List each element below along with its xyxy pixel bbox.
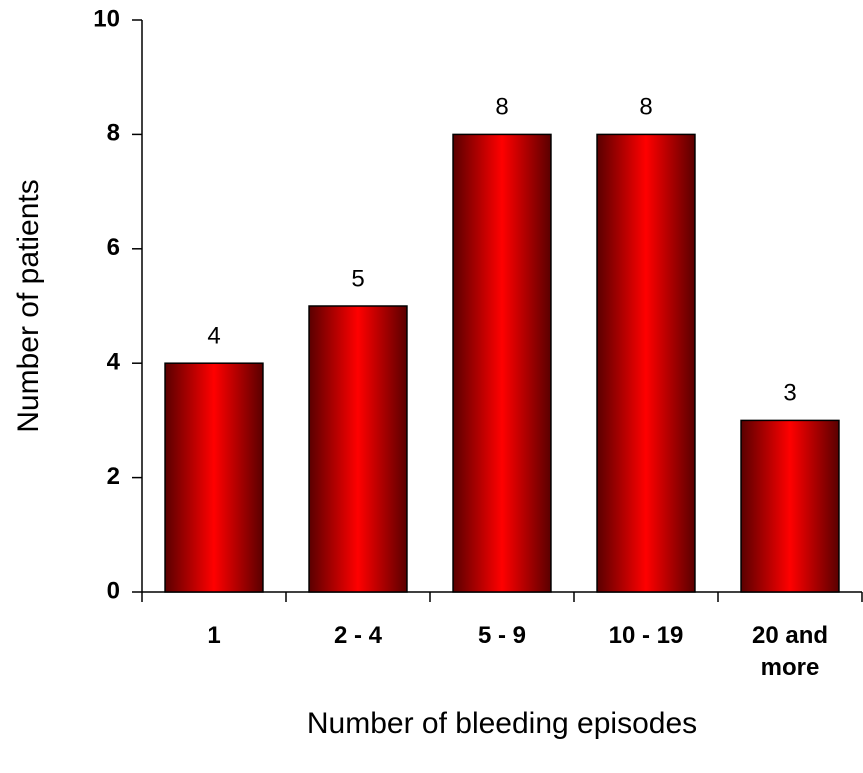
- value-label: 5: [351, 265, 364, 292]
- y-tick-label: 2: [107, 463, 120, 490]
- value-label: 8: [495, 94, 508, 121]
- x-tick-label: 10 - 19: [608, 622, 684, 649]
- x-tick-label: 5 - 9: [477, 622, 527, 649]
- x-axis-title: Number of bleeding episodes: [307, 707, 697, 740]
- x-tick-label: 20 and more: [751, 622, 829, 681]
- y-tick-label: 6: [107, 234, 120, 261]
- y-tick-label: 10: [93, 5, 120, 32]
- bar: [596, 133, 696, 593]
- x-tick-label: 2 - 4: [333, 622, 383, 649]
- bar: [740, 419, 840, 593]
- y-tick-label: 0: [107, 577, 120, 604]
- y-axis-title: Number of patients: [12, 179, 45, 432]
- bar: [452, 133, 552, 593]
- value-label: 8: [639, 94, 652, 121]
- value-label: 3: [783, 380, 796, 407]
- x-tick-label: 1: [207, 622, 221, 649]
- value-label: 4: [207, 323, 220, 350]
- bar: [308, 305, 408, 593]
- y-tick-label: 4: [107, 349, 121, 376]
- y-tick-label: 8: [107, 120, 120, 147]
- bar: [164, 362, 264, 593]
